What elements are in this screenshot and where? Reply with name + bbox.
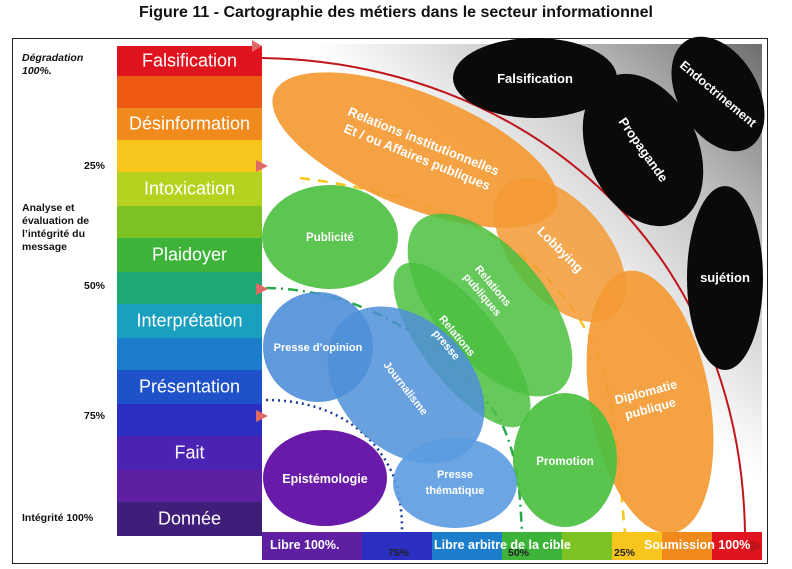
scale-band-label: Interprétation (136, 310, 243, 331)
scale-seg-lightgreen (562, 532, 612, 560)
ellipse-propagande (582, 73, 704, 227)
text-epistemologie: Epistémologie (282, 472, 367, 486)
ellipse-relations-publiques (407, 213, 573, 397)
label-degradation: Dégradation 100%. (22, 52, 84, 77)
scale-seg-yellow (612, 532, 662, 560)
bottom-label-50: 50% (508, 547, 530, 559)
label-integrite: Intégrité 100% (22, 512, 94, 524)
scale-seg-orange (662, 532, 712, 560)
scale-band-gap-9 (117, 338, 262, 370)
scale-arrow (750, 539, 762, 553)
ellipse-falsification (453, 38, 617, 118)
figure-frame (12, 38, 768, 564)
label-75: 75% (84, 410, 106, 422)
scale-band-gap-5 (117, 206, 262, 238)
bottom-label-libre-arbitre: Libre arbitre de la cible (434, 538, 571, 552)
label-25: 25% (84, 160, 106, 172)
scale-band-gap-1 (117, 76, 262, 108)
ellipse-epistemologie (263, 430, 387, 526)
scale-seg-blue (362, 532, 432, 560)
label-50: 50% (84, 280, 106, 292)
scale-band-gap-7 (117, 272, 262, 304)
text-falsification: Falsification (497, 71, 573, 86)
ellipse-presse-thematique (393, 438, 517, 528)
scale-band-label: Plaidoyer (151, 244, 228, 265)
scale-band-label: Donnée (157, 508, 222, 529)
scale-seg-lightblue (432, 532, 502, 560)
ellipse-journalisme (327, 306, 485, 464)
scale-band-présentation: Présentation (117, 370, 262, 404)
scale-band-donnée: Donnée (117, 502, 262, 536)
label-analyse: Analyse et évaluation de l’intégrité du … (22, 202, 90, 253)
bottom-label-75: 75% (388, 547, 410, 559)
scale-band-label: Intoxication (143, 178, 236, 199)
figure-title: Figure 11 - Cartographie des métiers dan… (139, 4, 653, 21)
scale-band-gap-3 (117, 140, 262, 172)
marker-top (252, 40, 262, 52)
ellipse-relations-presse (393, 262, 531, 428)
text-publicite: Publicité (306, 232, 354, 244)
ellipse-endoctrinement (671, 36, 765, 152)
scale-band-label: Présentation (138, 376, 241, 397)
freedom-scale: Libre 100%. 75% Libre arbitre de la cibl… (262, 532, 762, 560)
scale-band-plaidoyer: Plaidoyer (117, 238, 262, 272)
scale-seg-purple (262, 532, 362, 560)
red-boundary-curve (261, 57, 746, 533)
ellipse-sujetion (687, 186, 763, 370)
scale-seg-green (502, 532, 562, 560)
bottom-label-libre: Libre 100%. (270, 538, 340, 552)
text-promotion: Promotion (536, 456, 594, 468)
scale-band-désinformation: Désinformation (117, 108, 262, 140)
scale-band-falsification: Falsification (117, 46, 262, 76)
marker-50 (256, 283, 268, 295)
scale-band-label: Fait (174, 442, 205, 463)
bottom-label-soumission: Soumission 100% (644, 538, 751, 552)
text-presse-thematique-2: thématique (426, 485, 485, 497)
marker-75 (256, 410, 268, 422)
ellipse-lobbying (494, 177, 626, 323)
ellipse-diplomatie-publique (586, 270, 714, 534)
ellipse-publicite (262, 185, 398, 289)
ellipse-promotion (513, 393, 617, 527)
text-sujetion: sujétion (700, 270, 750, 285)
ellipse-relations-institutionnelles (272, 72, 558, 228)
marker-25 (256, 160, 268, 172)
scale-band-label: Falsification (141, 50, 238, 71)
scale-band-gap-13 (117, 470, 262, 502)
text-presse-thematique-1: Presse (437, 469, 473, 481)
text-presse-opinion: Presse d’opinion (274, 342, 363, 354)
scale-band-interprétation: Interprétation (117, 304, 262, 338)
scale-band-label: Désinformation (128, 113, 251, 134)
bottom-label-25: 25% (614, 547, 636, 559)
scale-band-fait: Fait (117, 436, 262, 470)
scale-band-gap-11 (117, 404, 262, 436)
scale-band-intoxication: Intoxication (117, 172, 262, 206)
